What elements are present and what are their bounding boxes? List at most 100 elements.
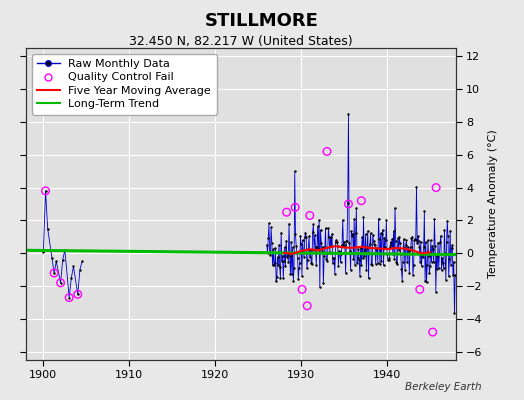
- Point: [447, 245, 456, 252]
- Point: [320, 253, 329, 260]
- Point: [441, 250, 450, 256]
- Point: [340, 238, 348, 245]
- Point: [440, 227, 449, 233]
- Point: [57, 280, 65, 286]
- Point: [383, 251, 391, 257]
- Point: [288, 244, 297, 250]
- Point: [430, 216, 439, 222]
- Point: [385, 257, 393, 264]
- Point: [76, 266, 84, 273]
- Point: [296, 233, 304, 239]
- Point: [435, 251, 444, 258]
- Point: [400, 245, 409, 251]
- Point: [292, 242, 300, 249]
- Point: [363, 245, 372, 251]
- Point: [438, 255, 446, 261]
- Point: [309, 228, 317, 235]
- Point: [368, 232, 377, 239]
- Point: [401, 266, 409, 273]
- Point: [264, 235, 272, 242]
- Point: [369, 238, 378, 244]
- Point: [291, 231, 300, 238]
- Point: [78, 258, 86, 265]
- Point: [327, 243, 335, 249]
- Point: [430, 259, 438, 266]
- Point: [319, 244, 327, 250]
- Point: [315, 217, 323, 223]
- Point: [442, 277, 450, 283]
- Point: [305, 254, 314, 260]
- Point: [450, 310, 458, 316]
- Point: [288, 271, 296, 277]
- Point: [405, 248, 413, 254]
- Point: [440, 265, 448, 271]
- Point: [303, 303, 311, 309]
- Point: [356, 245, 365, 251]
- Point: [375, 236, 384, 242]
- Point: [61, 247, 69, 253]
- Point: [345, 240, 353, 246]
- Point: [278, 258, 286, 264]
- Point: [366, 241, 374, 247]
- Point: [73, 291, 82, 298]
- Point: [325, 249, 334, 255]
- Point: [270, 262, 278, 268]
- Point: [329, 260, 337, 266]
- Point: [399, 259, 407, 266]
- Point: [358, 234, 366, 240]
- Point: [271, 245, 280, 252]
- Point: [439, 260, 447, 266]
- Point: [367, 261, 376, 268]
- Point: [422, 239, 430, 245]
- Point: [286, 253, 294, 259]
- Point: [307, 246, 315, 253]
- Point: [73, 291, 82, 298]
- Point: [386, 244, 394, 250]
- Point: [446, 262, 455, 268]
- Point: [266, 250, 274, 256]
- Point: [263, 242, 271, 248]
- Point: [307, 260, 315, 266]
- Point: [316, 227, 325, 233]
- Point: [405, 270, 413, 276]
- Point: [362, 231, 370, 237]
- Point: [423, 262, 431, 268]
- Point: [305, 233, 313, 240]
- Point: [428, 259, 436, 265]
- Point: [344, 201, 353, 207]
- Point: [313, 244, 321, 251]
- Point: [403, 244, 412, 250]
- Point: [41, 188, 50, 194]
- Point: [272, 278, 280, 284]
- Point: [350, 256, 358, 262]
- Point: [409, 272, 417, 278]
- Point: [322, 256, 331, 262]
- Point: [397, 251, 405, 258]
- Point: [286, 271, 294, 277]
- Point: [311, 244, 320, 251]
- Point: [303, 257, 312, 263]
- Point: [387, 239, 395, 245]
- Point: [414, 238, 423, 244]
- Point: [57, 280, 65, 286]
- Point: [438, 267, 446, 274]
- Point: [342, 270, 350, 276]
- Point: [376, 261, 384, 268]
- Point: [416, 259, 424, 265]
- Point: [336, 249, 344, 256]
- Point: [432, 288, 440, 295]
- Point: [323, 250, 332, 256]
- Point: [291, 204, 299, 210]
- Point: [395, 247, 403, 254]
- Point: [297, 241, 305, 248]
- Point: [299, 248, 308, 254]
- Point: [378, 230, 386, 237]
- Point: [348, 233, 356, 239]
- Point: [339, 217, 347, 223]
- Point: [59, 257, 67, 263]
- Point: [431, 243, 439, 249]
- Point: [366, 230, 375, 236]
- Point: [414, 233, 422, 240]
- Point: [348, 230, 357, 237]
- Point: [296, 260, 304, 266]
